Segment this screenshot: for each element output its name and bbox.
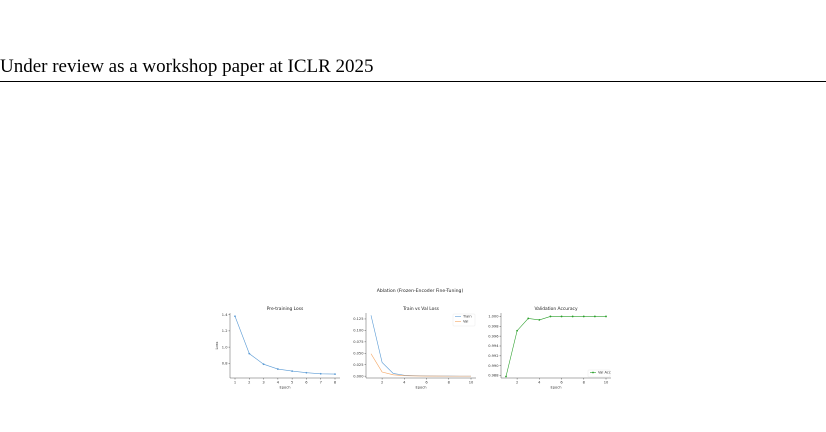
y-tick-label: 1.0 [222,345,228,349]
y-tick-label: 0.996 [488,334,499,338]
y-tick-label: 1.000 [488,315,499,319]
series-line-val [370,353,471,377]
data-point [305,371,308,374]
x-tick-label: 8 [583,381,586,385]
y-tick-label: 0.125 [353,317,363,321]
chart-title: Validation Accuracy [534,306,578,312]
data-point [516,329,519,332]
x-tick-label: 8 [448,381,451,385]
y-tick-label: 0.988 [488,374,499,378]
data-point [582,315,585,318]
x-axis-label: Epoch [550,386,561,390]
data-point [334,373,336,375]
data-point [560,315,563,318]
y-tick-label: 0.994 [488,344,499,348]
x-tick-label: 10 [469,381,474,385]
data-point [549,315,552,318]
x-axis-label: Epoch [279,386,290,390]
x-axis-label: Epoch [415,386,426,390]
figure-suptitle: Ablation (Frozen-Encoder Fine-Tuning) [377,288,464,294]
panel-pretraining-loss: Pre-training Loss 1 2 3 4 5 6 7 8 0.8 1.0 1.2 1.4 Epo… [215,306,340,390]
x-tick-label: 3 [262,381,264,385]
x-tick-label: 10 [604,381,609,385]
y-tick-label: 0.000 [353,374,364,378]
x-tick-label: 8 [334,381,337,385]
y-tick-label: 0.998 [488,324,499,328]
data-point [538,318,541,321]
data-point [234,315,236,318]
y-tick-label: 0.992 [488,354,498,358]
data-point [505,375,507,378]
x-tick-label: 5 [291,381,293,385]
legend-label: Val [463,320,468,324]
x-tick-label: 7 [320,381,322,385]
data-point [605,315,607,318]
x-tick-label: 6 [305,381,308,385]
legend-box [587,369,611,378]
chart-title: Pre-training Loss [267,306,304,312]
data-point [571,315,574,318]
data-point [262,363,265,366]
x-tick-label: 4 [277,381,280,385]
x-tick-label: 2 [516,381,518,385]
y-tick-label: 0.8 [222,362,228,366]
y-tick-label: 1.2 [222,329,228,333]
data-point [527,317,530,320]
y-tick-label: 0.075 [353,340,363,344]
data-point [593,315,596,318]
header-rule [0,81,826,82]
legend-box [452,313,476,327]
data-point [276,368,279,370]
x-tick-label: 2 [381,381,383,385]
x-tick-label: 6 [560,381,563,385]
legend-label: Train [462,315,472,319]
y-tick-label: 0.100 [353,329,364,333]
chart-title: Train vs Val Loss [402,306,440,312]
x-tick-label: 2 [248,381,250,385]
legend-label: Val Acc [598,371,611,375]
y-tick-label: 0.025 [353,363,363,367]
page-header: Under review as a workshop paper at ICLR… [0,56,374,77]
data-point [248,352,251,355]
data-point [291,370,294,372]
y-axis-label: Loss [215,341,219,349]
y-tick-label: 1.4 [222,313,228,317]
x-tick-label: 4 [403,381,406,385]
x-tick-label: 1 [234,381,236,385]
series-line-pretrain [234,316,336,375]
y-tick-label: 0.990 [488,364,499,368]
data-point [319,372,322,375]
panel-train-vs-val-loss: Train vs Val Loss 2 4 6 8 10 0.000 0.025 0.050 0.… [353,306,476,390]
legend-marker [592,371,594,374]
y-tick-label: 0.050 [353,351,364,355]
panel-validation-accuracy: Validation Accuracy 2 4 6 8 10 0.988 0.990 0.992… [488,306,611,390]
x-tick-label: 6 [425,381,428,385]
x-tick-label: 4 [538,381,541,385]
series-line-val-acc [505,316,606,377]
